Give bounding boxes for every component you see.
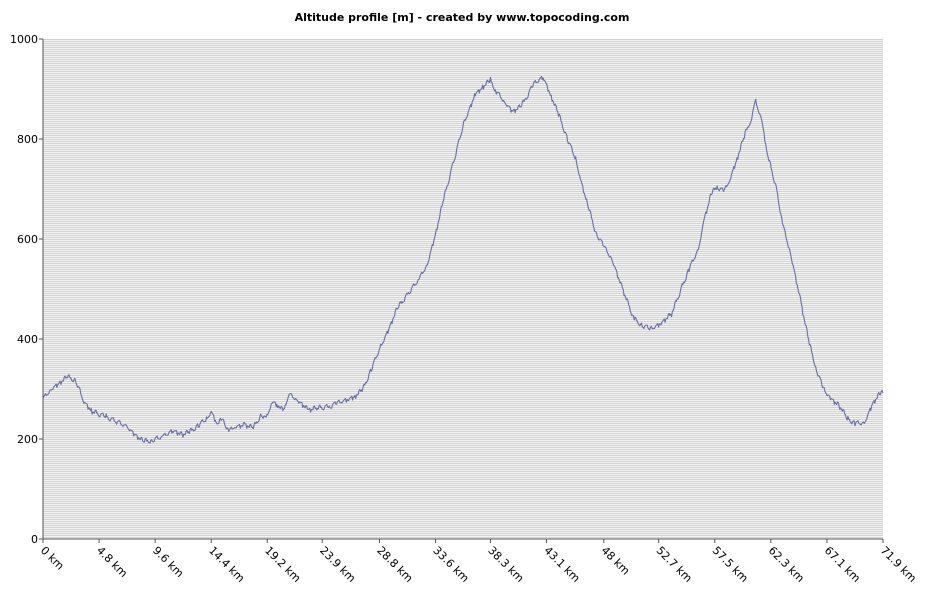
y-tick-label: 600 <box>17 233 38 246</box>
x-tick-label: 0 km <box>38 544 67 573</box>
x-tick-label: 4.8 km <box>94 544 130 580</box>
axes <box>42 39 883 540</box>
elevation-line <box>42 75 884 444</box>
x-tick-label: 9.6 km <box>150 544 186 580</box>
y-tick-label: 400 <box>17 333 38 346</box>
elevation-series <box>42 75 884 444</box>
x-tick-label: 62.3 km <box>766 544 807 585</box>
x-tick-label: 33.6 km <box>430 544 471 585</box>
x-tick-label: 28.8 km <box>374 544 415 585</box>
x-tick-label: 19.2 km <box>262 544 303 585</box>
y-tick-label: 1000 <box>10 33 38 46</box>
x-tick-label: 23.9 km <box>317 544 358 585</box>
chart-title: Altitude profile [m] - created by www.to… <box>295 11 630 24</box>
x-tick-label: 71.9 km <box>878 544 919 585</box>
x-tick-label: 48 km <box>599 544 633 578</box>
x-tick-label: 38.3 km <box>485 544 526 585</box>
y-tick-label: 800 <box>17 133 38 146</box>
x-tick-label: 14.4 km <box>206 544 247 585</box>
x-tick-label: 67.1 km <box>822 544 863 585</box>
x-tick-label: 52.7 km <box>654 544 695 585</box>
x-tick-label: 57.5 km <box>710 544 751 585</box>
y-tick-label: 0 <box>31 533 38 546</box>
grid-lines <box>43 39 883 539</box>
y-tick-label: 200 <box>17 433 38 446</box>
x-tick-label: 43.1 km <box>541 544 582 585</box>
horizontal-grid <box>43 39 883 538</box>
